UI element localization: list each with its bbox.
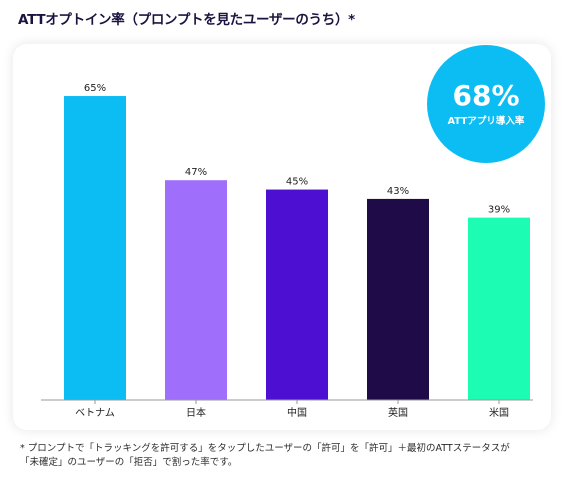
bar-3: [266, 189, 328, 400]
badge-label: ATTアプリ導入率: [448, 115, 525, 127]
badge-circle: [427, 45, 545, 163]
chart-title: ATTオプトイン率（プロンプトを見たユーザーのうち）*: [18, 12, 355, 28]
data-label-1: 65%: [84, 83, 106, 94]
footnote-line-2: 「未確定」のユーザーの「拒否」で割った率です。: [20, 457, 238, 468]
x-tick-label-2: 日本: [186, 406, 206, 419]
x-tick-label-1: ベトナム: [75, 407, 115, 419]
data-label-4: 43%: [387, 186, 409, 197]
badge-value: 68%: [452, 79, 519, 112]
data-label-3: 45%: [286, 177, 308, 188]
footnote-line-1: * プロンプトで「トラッキングを許可する」をタップしたユーザーの「許可」を「許可…: [20, 443, 510, 454]
data-label-2: 47%: [185, 167, 207, 178]
x-tick-label-3: 中国: [287, 406, 307, 419]
bar-2: [165, 180, 227, 400]
bar-5: [468, 217, 530, 400]
bar-1: [64, 96, 126, 400]
bar-chart: 65% ベトナム 47% 日本 45% 中国 43% 英国 39% 米国 68% ATTアプリ導入率: [41, 45, 545, 419]
footnote: * プロンプトで「トラッキングを許可する」をタップしたユーザーの「許可」を「許可…: [20, 442, 510, 470]
data-label-5: 39%: [488, 205, 510, 216]
bar-4: [367, 198, 429, 400]
x-tick-label-5: 米国: [489, 406, 509, 419]
chart-card: 65% ベトナム 47% 日本 45% 中国 43% 英国 39% 米国 68% ATTアプリ導入率: [13, 44, 551, 430]
x-tick-label-4: 英国: [388, 406, 408, 419]
